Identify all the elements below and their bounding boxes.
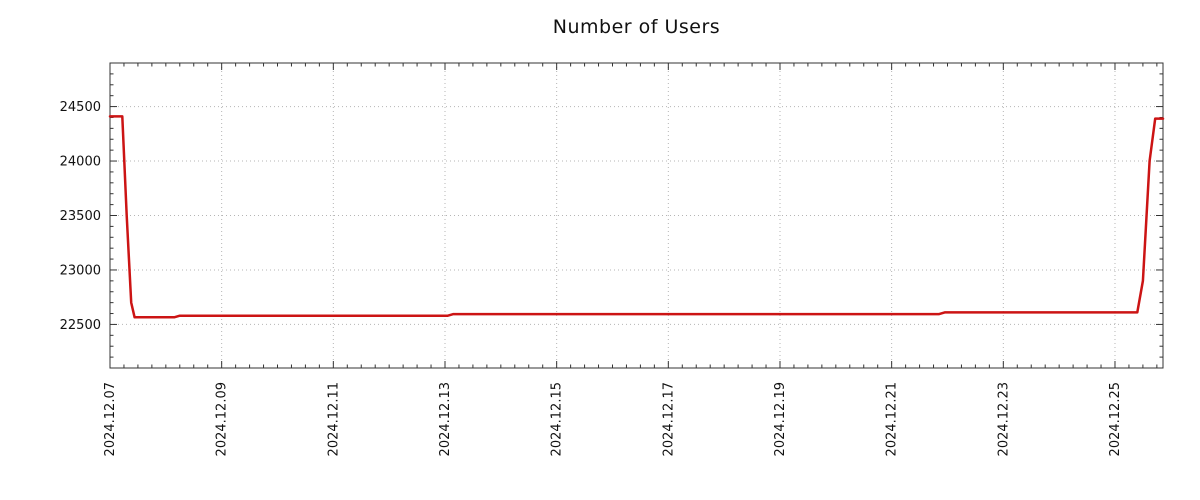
x-tick-label: 2024.12.13 (438, 382, 453, 456)
y-tick-label: 24500 (60, 100, 101, 115)
series-line-users (108, 115, 1165, 319)
x-tick-label: 2024.12.11 (326, 382, 341, 456)
x-tick-label: 2024.12.17 (661, 382, 676, 456)
chart-title: Number of Users (552, 16, 721, 38)
x-tick-label: 2024.12.15 (550, 382, 565, 456)
x-tick-label: 2024.12.21 (885, 382, 900, 456)
y-tick-label: 22500 (60, 318, 101, 333)
x-tick-label: 2024.12.19 (773, 382, 788, 456)
y-tick-label: 24000 (60, 155, 101, 170)
x-tick-label: 2024.12.07 (103, 382, 118, 456)
x-tick-label: 2024.12.23 (996, 382, 1011, 456)
y-tick-label: 23000 (60, 263, 101, 278)
x-tick-label: 2024.12.25 (1108, 382, 1123, 456)
x-tick-label: 2024.12.09 (215, 382, 230, 456)
y-tick-label: 23500 (60, 209, 101, 224)
plot-border (109, 62, 1164, 369)
